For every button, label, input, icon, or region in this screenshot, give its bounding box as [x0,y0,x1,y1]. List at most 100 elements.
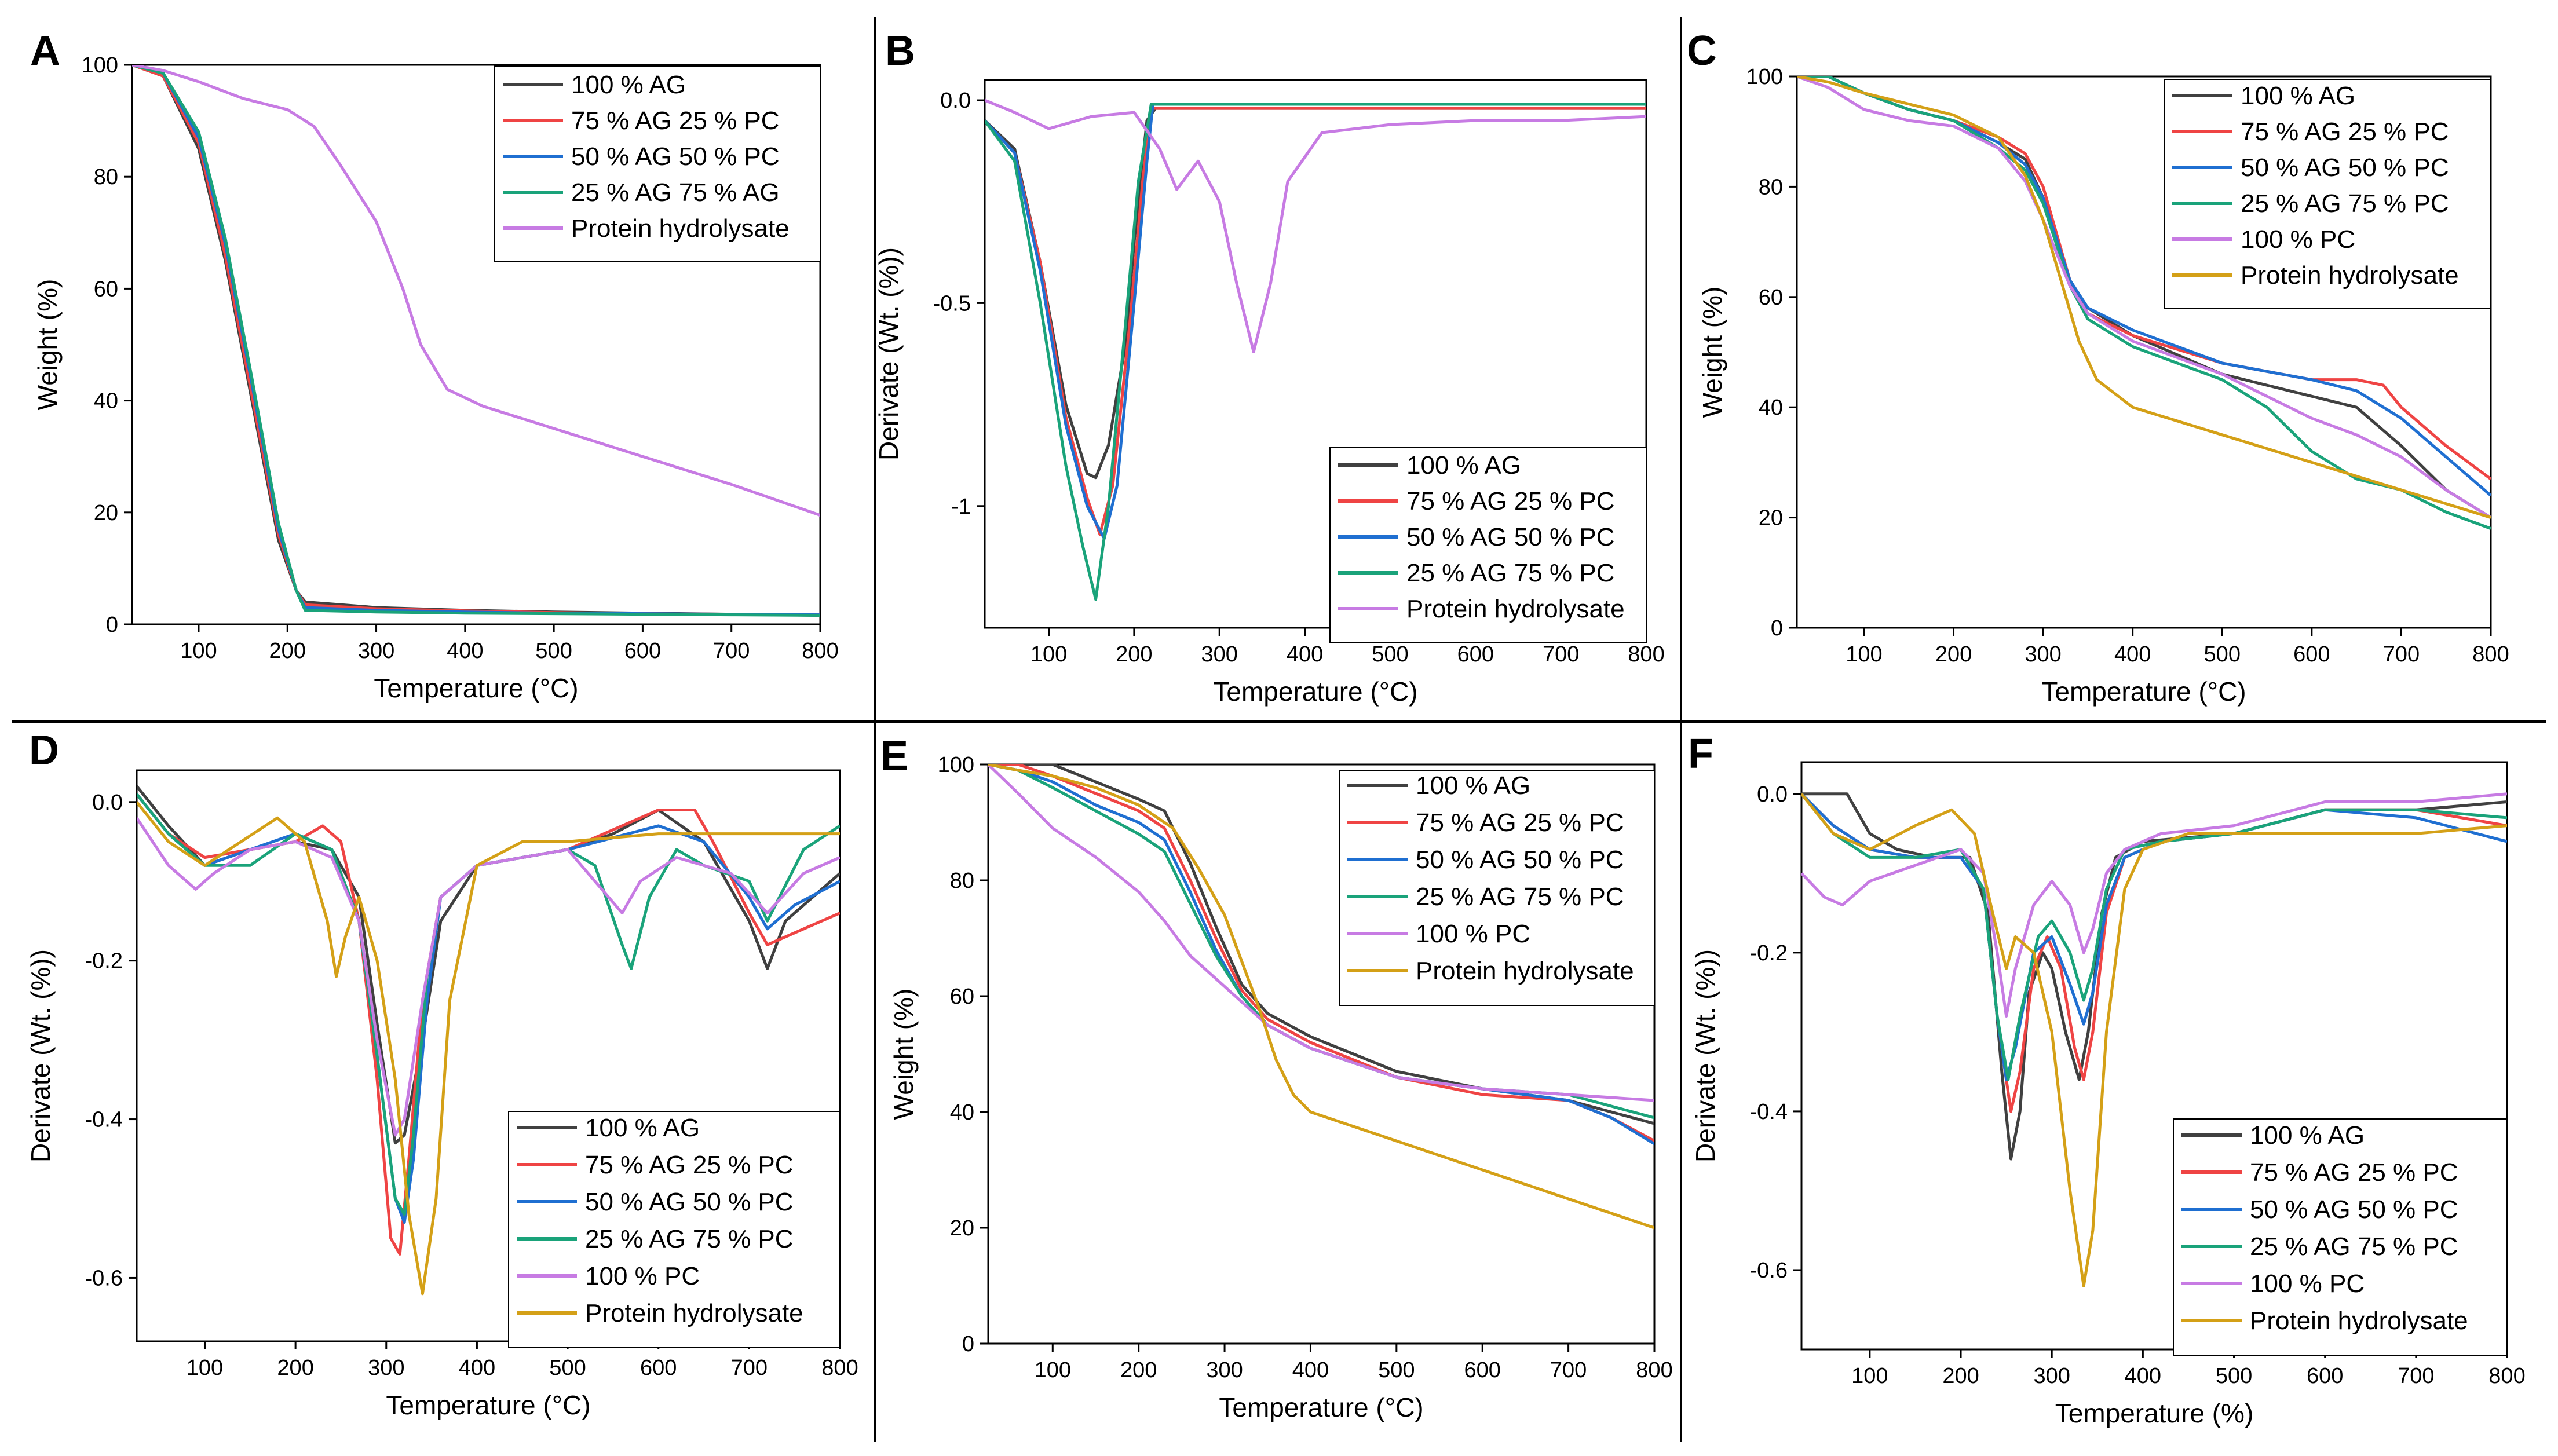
plot-frame [987,763,1656,1345]
x-tick-label: 800 [1636,1358,1672,1382]
legend-entry: Protein hydrolysate [2241,261,2459,290]
x-tick-label: 500 [2204,642,2241,667]
x-axis-label: Temperature (°C) [1219,1392,1423,1422]
legend-entry: 25 % AG 75 % PC [2250,1232,2458,1261]
legend-entry: 50 % AG 50 % PC [571,142,780,171]
x-tick-label: 800 [1628,642,1664,667]
x-tick-label: 600 [624,639,661,663]
x-tick-label: 100 [1035,1358,1071,1382]
x-tick-label: 100 [1851,1364,1888,1388]
legend-entry: 100 % AG [2250,1121,2365,1150]
x-tick-label: 300 [358,639,394,663]
y-tick-label: -0.5 [933,291,971,316]
y-tick-label: -1 [951,495,971,519]
series-line [988,764,1654,1102]
x-tick-label: 700 [1543,642,1579,667]
y-axis-label: Weight (%) [1697,287,1727,418]
series-line [988,764,1654,1230]
y-tick-label: 0.0 [1757,782,1788,807]
series-line [985,107,1646,480]
series-line [985,98,1646,353]
series-line [1797,76,2491,519]
series-line [137,801,840,1296]
y-tick-label: 40 [950,1100,974,1125]
x-tick-label: 300 [368,1356,404,1380]
x-tick-label: 400 [459,1356,495,1380]
plot-frame [136,769,841,1342]
series-line [132,65,820,517]
y-tick-label: 0.0 [92,791,123,815]
x-tick-label: 200 [1935,642,1972,667]
x-tick-label: 700 [713,639,750,663]
x-tick-label: 400 [2114,642,2151,667]
panel-letter: D [29,727,59,774]
x-tick-label: 500 [549,1356,586,1380]
series-line [1801,792,2507,1018]
x-tick-label: 600 [2307,1364,2343,1388]
legend-entry: 100 % AG [1406,451,1521,480]
legend-entry: 50 % AG 50 % PC [1406,523,1615,551]
legend-entry: 100 % AG [1416,771,1530,800]
y-axis-label: Derivate (Wt. (%)) [25,949,56,1162]
legend-box [1339,770,1655,1006]
legend-entry: 100 % PC [2250,1270,2365,1298]
legend-entry: 25 % AG 75 % PC [585,1225,794,1253]
x-tick-label: 500 [2216,1364,2252,1388]
x-tick-label: 200 [1942,1364,1979,1388]
x-tick-label: 500 [1372,642,1408,667]
x-tick-label: 300 [2033,1364,2070,1388]
y-axis-label: Derivate (Wt. (%)) [1690,949,1720,1162]
legend-entry: 75 % AG 25 % PC [571,107,780,135]
x-tick-label: 800 [802,639,838,663]
panel-c: C 100 200 300 400 500 600 700 800 0 20 40 60 80 100 Tem… [1687,28,2509,707]
x-tick-label: 400 [1292,1358,1329,1382]
x-tick-label: 200 [1116,642,1152,667]
panel-letter: B [885,28,915,74]
x-tick-label: 600 [1464,1358,1501,1382]
legend-entry: Protein hydrolysate [571,214,790,243]
legend-entry: 100 % PC [2241,225,2355,254]
legend-entry: 50 % AG 50 % PC [2250,1195,2458,1224]
legend-entry: 75 % AG 25 % PC [2241,118,2449,146]
y-tick-label: 0 [962,1332,974,1356]
series-line [985,103,1646,601]
x-tick-label: 100 [180,639,217,663]
x-tick-label: 700 [1550,1358,1587,1382]
series-line [1797,76,2491,519]
legend-entry: 25 % AG 75 % PC [2241,189,2449,218]
y-tick-label: 60 [1759,286,1783,310]
x-tick-label: 600 [640,1356,677,1380]
legend-entry: 75 % AG 25 % PC [585,1151,794,1179]
x-tick-label: 600 [1457,642,1494,667]
series-line [1797,76,2491,530]
x-tick-label: 100 [1030,642,1067,667]
y-tick-label: 100 [82,53,118,78]
x-tick-label: 800 [2472,642,2509,667]
x-tick-label: 600 [2293,642,2330,667]
y-tick-label: 100 [938,753,974,777]
legend-entry: 25 % AG 75 % AG [571,178,780,207]
y-tick-label: 60 [94,277,118,301]
panel-letter: E [880,733,908,780]
x-axis-label: Temperature (%) [2055,1398,2254,1428]
x-tick-label: 700 [731,1356,768,1380]
legend-entry: 75 % AG 25 % PC [1416,809,1624,837]
legend-entry: Protein hydrolysate [585,1299,803,1327]
legend-entry: Protein hydrolysate [1416,957,1634,985]
legend-entry: 100 % AG [585,1114,700,1142]
x-tick-label: 200 [277,1356,313,1380]
x-tick-label: 300 [1206,1358,1243,1382]
panel-b: B 100 200 300 400 500 600 700 800 -1 -0.5 0.0 Temper… [874,28,1665,707]
series-line [132,65,820,617]
y-tick-label: 60 [950,985,974,1009]
legend-entry: 100 % PC [1416,920,1530,948]
x-tick-label: 800 [821,1356,858,1380]
x-axis-label: Temperature (°C) [2041,676,2246,707]
x-tick-label: 400 [447,639,483,663]
y-tick-label: 0 [1771,616,1783,641]
x-tick-label: 300 [1201,642,1238,667]
y-tick-label: 20 [94,501,118,525]
series-line [988,764,1654,1143]
x-axis-label: Temperature (°C) [1213,676,1417,707]
panel-f: F 100 200 300 400 500 600 700 800 -0.6 -0.4 -0.2 0.0… [1688,731,2526,1428]
